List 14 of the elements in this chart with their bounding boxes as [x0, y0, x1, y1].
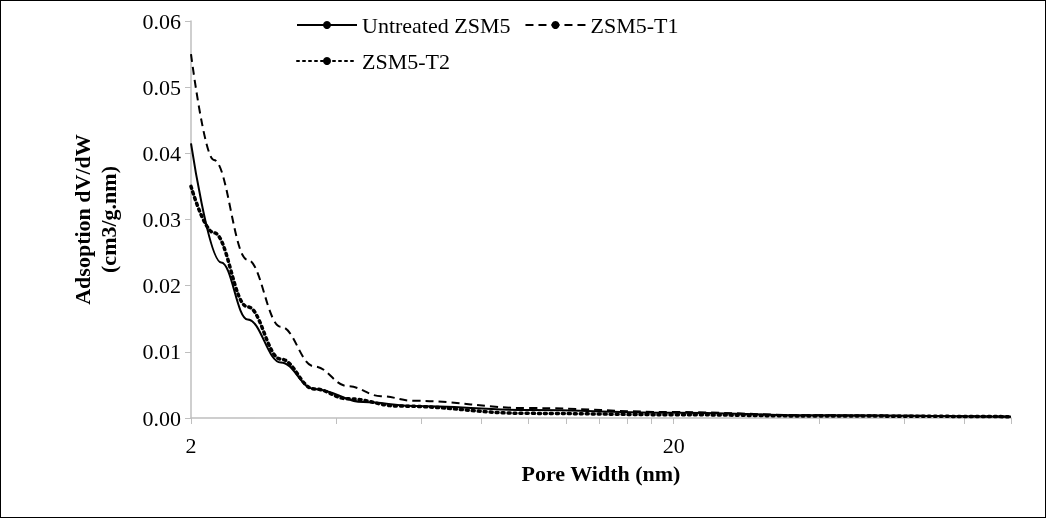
y-axis-title: Adsoption dV/dW (cm3/g.nm) — [69, 134, 121, 305]
y-tick-label: 0.04 — [142, 140, 181, 166]
y-tick-label: 0.00 — [142, 405, 181, 431]
legend-label: Untreated ZSM5 — [362, 12, 511, 38]
y-tick-label: 0.02 — [142, 273, 181, 299]
y-tick-label: 0.01 — [142, 339, 181, 365]
x-axis-title: Pore Width (nm) — [521, 461, 681, 487]
y-tick-label: 0.05 — [142, 74, 181, 100]
legend-label: ZSM5-T1 — [590, 12, 679, 38]
legend-label: ZSM5-T2 — [362, 48, 450, 74]
x-tick-label: 20 — [662, 432, 685, 458]
y-tick-label: 0.06 — [142, 8, 181, 34]
y-tick-label: 0.03 — [142, 207, 181, 232]
x-tick-label: 2 — [185, 432, 197, 458]
